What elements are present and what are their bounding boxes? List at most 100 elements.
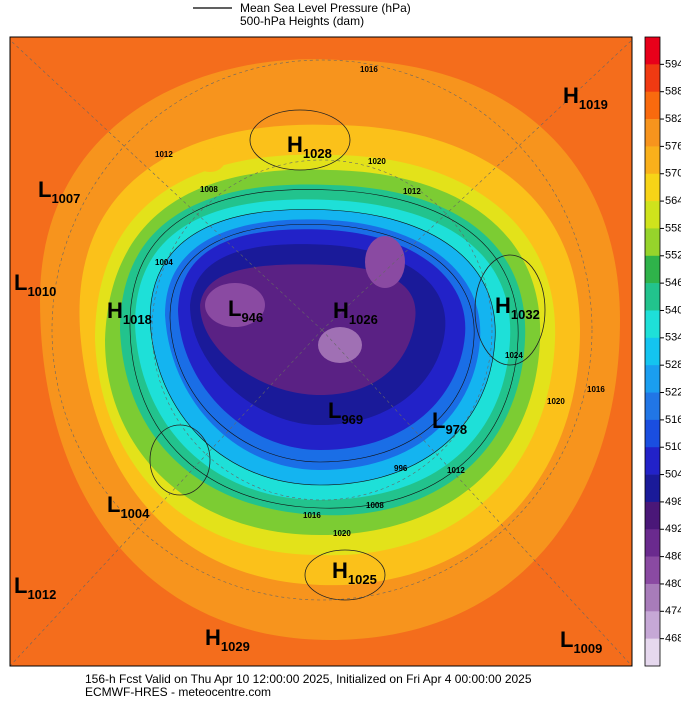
colorbar-swatch [645, 173, 660, 202]
colorbar-swatch [645, 583, 660, 612]
center-letter: L [228, 296, 241, 321]
colorbar-swatch [645, 228, 660, 257]
center-letter: H [563, 83, 579, 108]
center-letter: L [560, 627, 573, 652]
center-letter: H [107, 298, 123, 323]
colorbar-label: 480 [665, 578, 681, 590]
center-value: 1026 [349, 312, 378, 327]
center-value: 1018 [123, 312, 152, 327]
colorbar-label: 576 [665, 140, 681, 152]
colorbar-swatch [645, 638, 660, 667]
isobar-label: 1008 [366, 501, 384, 510]
colorbar-label: 492 [665, 523, 681, 535]
colorbar-label: 540 [665, 304, 681, 316]
colorbar-label: 522 [665, 386, 681, 398]
colorbar-frame [644, 36, 661, 667]
colorbar-label: 534 [665, 332, 681, 344]
pressure-center: H1032 [495, 293, 540, 322]
colorbar-swatch [645, 501, 660, 530]
colorbar-swatch [645, 64, 660, 92]
center-letter: L [38, 177, 51, 202]
colorbar-swatch [645, 447, 660, 475]
colorbar-label: 582 [665, 113, 681, 125]
center-value: 1019 [579, 97, 608, 112]
colorbar-label: 552 [665, 250, 681, 262]
colorbar-label: 546 [665, 277, 681, 289]
pressure-center: H1026 [333, 298, 378, 327]
legend-mslp: Mean Sea Level Pressure (hPa) [240, 1, 411, 15]
center-letter: L [14, 270, 27, 295]
pressure-center: L978 [432, 408, 467, 437]
center-value: 969 [341, 412, 363, 427]
colorbar-swatch [645, 337, 660, 366]
isobar-label: 1012 [447, 466, 465, 475]
isobar-label: 1008 [200, 185, 218, 194]
isobar-label: 1016 [587, 385, 605, 394]
colorbar-label: 474 [665, 605, 681, 617]
colorbar-label: 486 [665, 551, 681, 563]
center-value: 1007 [51, 191, 80, 206]
center-letter: L [328, 398, 341, 423]
center-value: 1025 [348, 572, 377, 587]
center-value: 946 [241, 310, 263, 325]
isobar-label: 1024 [505, 351, 523, 360]
center-letter: L [14, 573, 27, 598]
isobar-label: 1012 [155, 150, 173, 159]
map-frame [9, 36, 633, 667]
pressure-center: L969 [328, 398, 363, 427]
colorbar-label: 558 [665, 222, 681, 234]
pressure-center: H1025 [332, 558, 377, 587]
colorbar-swatch [645, 611, 660, 639]
colorbar-swatch [645, 255, 660, 284]
colorbar-swatch [645, 365, 660, 393]
center-value: 1028 [303, 146, 332, 161]
center-letter: L [107, 492, 120, 517]
colorbar-swatch [645, 283, 660, 311]
center-value: 1029 [221, 639, 250, 654]
isobar-label: 1016 [360, 65, 378, 74]
center-letter: L [432, 408, 445, 433]
center-letter: H [205, 625, 221, 650]
pressure-center: L1004 [107, 492, 150, 521]
isobar-label: 1020 [547, 397, 565, 406]
isobar-label: 1020 [368, 157, 386, 166]
colorbar-swatch [645, 37, 660, 65]
colorbar-swatch [645, 392, 660, 421]
center-value: 1010 [27, 284, 56, 299]
colorbar-swatch [645, 91, 660, 120]
pressure-center: L1010 [14, 270, 56, 299]
pressure-center: H1028 [287, 132, 332, 161]
pressure-center: H1019 [563, 83, 608, 112]
colorbar-label: 528 [665, 359, 681, 371]
colorbar-label: 510 [665, 441, 681, 453]
pressure-center: H1018 [107, 298, 152, 327]
pressure-center: H1029 [205, 625, 250, 654]
center-letter: H [332, 558, 348, 583]
center-value: 1009 [573, 641, 602, 656]
colorbar-swatch [645, 556, 660, 585]
colorbar-swatch [645, 529, 660, 557]
colorbar-label: 588 [665, 86, 681, 98]
center-value: 1004 [120, 506, 150, 521]
center-letter: H [495, 293, 511, 318]
legend-heights: 500-hPa Heights (dam) [240, 14, 364, 28]
pressure-center: L1007 [38, 177, 80, 206]
colorbar-label: 504 [665, 468, 681, 480]
isobar-label: 1016 [303, 511, 321, 520]
isobar-label: 1020 [333, 529, 351, 538]
colorbar-swatch [645, 119, 660, 147]
colorbar-label: 594 [665, 58, 681, 70]
center-value: 1032 [511, 307, 540, 322]
isobar-label: 1012 [403, 187, 421, 196]
center-value: 978 [445, 422, 467, 437]
pressure-center: L1012 [14, 573, 56, 602]
pressure-center: L946 [228, 296, 263, 325]
colorbar-label: 468 [665, 633, 681, 645]
footer-source: ECMWF-HRES - meteocentre.com [85, 685, 271, 699]
center-value: 1012 [27, 587, 56, 602]
colorbar-label: 570 [665, 168, 681, 180]
isobar-label: 996 [394, 464, 408, 473]
colorbar-swatch [645, 310, 660, 339]
colorbar-swatch [645, 419, 660, 448]
